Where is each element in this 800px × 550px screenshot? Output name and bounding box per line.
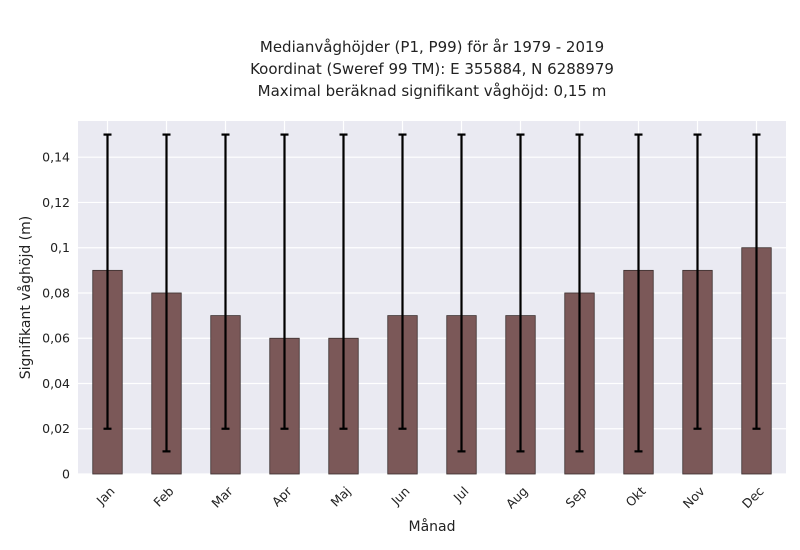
y-tick-label: 0,04 [42, 376, 70, 391]
chart-title-line-3: Maximal beräknad signifikant våghöjd: 0,… [258, 82, 607, 100]
x-axis: Jan Feb Mar Apr Maj Jun Jul Aug Sep Okt Nov Dec [93, 483, 767, 511]
x-tick-label: Okt [622, 483, 648, 509]
y-tick-label: 0,08 [42, 285, 70, 300]
y-tick-label: 0,02 [42, 421, 70, 436]
x-tick-label: Maj [328, 484, 354, 510]
errorbar-jun [398, 133, 407, 430]
errorbar-nov [693, 133, 702, 430]
x-tick-label: Feb [150, 483, 176, 509]
errorbar-okt [634, 133, 643, 453]
errorbar-maj [339, 133, 348, 430]
y-tick-label: 0 [62, 467, 70, 482]
x-tick-label: Jul [450, 484, 472, 506]
x-tick-label: Nov [680, 483, 708, 511]
error-bars [103, 133, 761, 453]
x-tick-label: Aug [503, 484, 531, 512]
y-axis-label: Signifikant våghöjd (m) [17, 216, 34, 379]
y-tick-label: 0,12 [42, 195, 70, 210]
x-tick-label: Sep [562, 483, 589, 510]
plot-area [78, 121, 786, 474]
errorbar-dec [752, 133, 761, 430]
errorbar-sep [575, 133, 584, 453]
y-tick-label: 0,1 [50, 240, 70, 255]
chart-title-line-2: Koordinat (Sweref 99 TM): E 355884, N 62… [250, 60, 614, 78]
errorbar-jan [103, 133, 112, 430]
errorbar-apr [280, 133, 289, 430]
x-tick-label: Jan [93, 484, 118, 509]
errorbar-feb [162, 133, 171, 453]
errorbar-jul [457, 133, 466, 453]
chart-title: Medianvåghöjder (P1, P99) för år 1979 - … [250, 38, 614, 100]
chart-title-line-1: Medianvåghöjder (P1, P99) för år 1979 - … [260, 38, 604, 56]
errorbar-mar [221, 133, 230, 430]
x-tick-label: Jun [387, 484, 412, 509]
y-tick-label: 0,14 [42, 150, 70, 165]
x-axis-label: Månad [409, 518, 456, 535]
x-tick-label: Dec [739, 483, 767, 511]
y-tick-label: 0,06 [42, 331, 70, 346]
x-tick-label: Mar [208, 483, 236, 511]
y-axis: 0 0,02 0,04 0,06 0,08 0,1 0,12 0,14 [42, 150, 70, 482]
errorbar-aug [516, 133, 525, 453]
x-tick-label: Apr [269, 483, 296, 510]
